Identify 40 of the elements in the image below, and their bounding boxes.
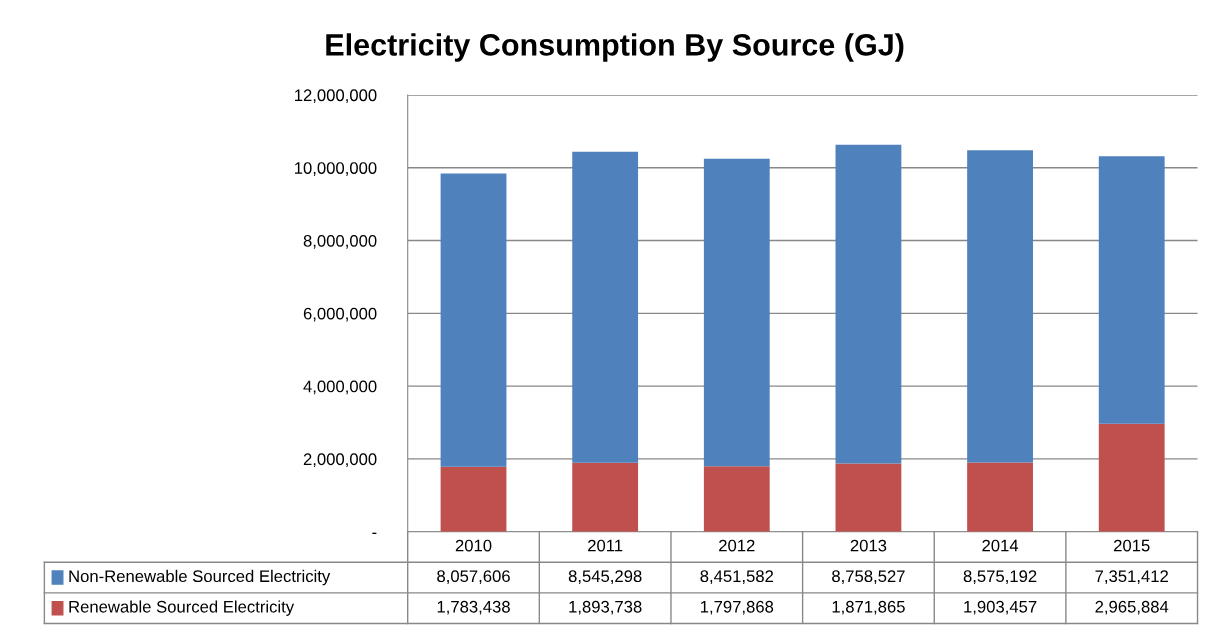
- data-label: 1,871,865: [832, 600, 905, 615]
- bar: [703, 466, 770, 532]
- x-tick-label: 2013: [850, 539, 887, 552]
- data-label: 1,903,457: [964, 600, 1037, 615]
- legend-label: Non-Renewable Sourced Electricity: [69, 569, 331, 586]
- data-label: 8,545,298: [568, 570, 642, 585]
- y-tick-label: 6,000,000: [303, 307, 377, 322]
- y-tick-label: 10,000,000: [295, 162, 377, 176]
- x-tick-label: 2014: [982, 539, 1019, 552]
- y-tick-label: 4,000,000: [303, 380, 377, 395]
- data-label: 8,575,192: [963, 570, 1037, 585]
- bar: [835, 144, 902, 464]
- y-tick-label: 8,000,000: [303, 234, 377, 249]
- data-label: 1,893,738: [569, 600, 642, 615]
- data-label: 1,797,868: [700, 600, 774, 615]
- x-tick-label: 2011: [588, 539, 623, 552]
- data-label: 8,451,582: [700, 570, 774, 585]
- bar: [572, 151, 639, 463]
- bar: [967, 150, 1033, 463]
- bar: [703, 158, 770, 467]
- x-tick-label: 2012: [719, 539, 755, 552]
- data-label: 8,057,606: [437, 570, 510, 585]
- data-label: 7,351,412: [1095, 570, 1168, 585]
- x-tick-label: 2010: [455, 539, 492, 552]
- chart-title: Electricity Consumption By Source (GJ): [326, 33, 904, 62]
- bar: [440, 466, 507, 532]
- data-label: 8,758,527: [832, 570, 905, 585]
- data-label: 1,783,438: [437, 600, 510, 615]
- y-tick-label: -: [372, 532, 377, 534]
- data-label: 2,965,884: [1095, 600, 1169, 615]
- y-tick-label: 12,000,000: [295, 89, 377, 104]
- bar: [967, 462, 1033, 532]
- x-tick-label: 2015: [1114, 539, 1150, 552]
- y-tick-label: 2,000,000: [303, 453, 377, 468]
- bar: [835, 463, 902, 532]
- bar: [1098, 423, 1165, 532]
- bar: [572, 462, 639, 532]
- bar: [440, 173, 507, 467]
- legend-label: Renewable Sourced Electricity: [69, 600, 295, 616]
- bar: [1098, 156, 1165, 424]
